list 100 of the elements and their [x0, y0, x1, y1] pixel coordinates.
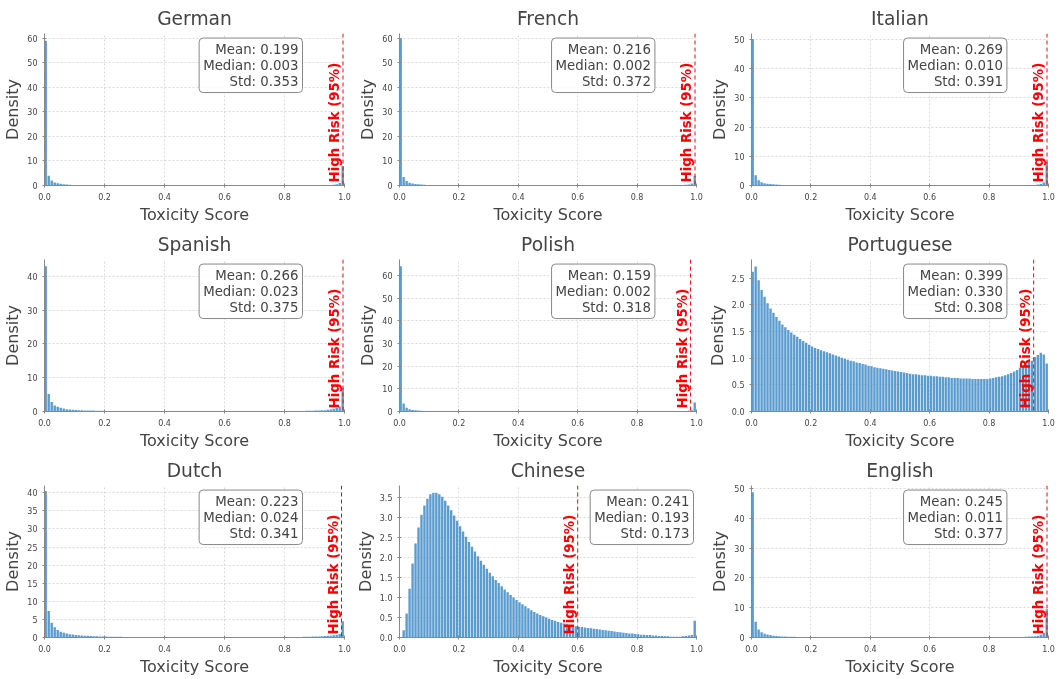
y-tick-label: 10	[734, 152, 745, 162]
x-tick-label: 0.4	[511, 192, 525, 202]
x-tick-label: 0.2	[452, 644, 466, 654]
annotation: Std: 0.318	[581, 299, 651, 315]
y-axis-title: Density	[3, 79, 23, 140]
y-tick-label: 40	[27, 83, 38, 93]
y-tick-label: 0.5	[379, 614, 393, 623]
y-axis-title: Density	[358, 305, 378, 366]
y-tick-label: 30	[27, 108, 38, 118]
annotation: Mean: 0.266	[215, 268, 299, 284]
y-tick-label: 10	[27, 157, 38, 167]
chart-title: English	[866, 459, 934, 481]
x-tick-label: 0.4	[158, 192, 171, 202]
x-tick-label: 0.4	[511, 644, 525, 654]
x-tick-label: 0.4	[863, 644, 877, 654]
annotation: Std: 0.341	[229, 525, 299, 541]
x-tick-label: 0.2	[804, 418, 818, 428]
annotation: Median: 0.002	[555, 57, 651, 73]
y-tick-label: 3.5	[379, 494, 393, 503]
y-tick-label: 0	[387, 408, 393, 417]
y-tick-label: 0	[32, 182, 38, 191]
x-axis-title: Toxicity Score	[138, 204, 250, 224]
y-tick-label: 10	[382, 385, 393, 395]
y-tick-label: 20	[734, 123, 745, 133]
x-axis-title: Toxicity Score	[138, 430, 250, 450]
y-tick-label: 20	[27, 132, 38, 142]
x-tick-label: 0.8	[630, 418, 644, 428]
x-tick-label: 1.0	[338, 418, 351, 428]
y-axis-title: Density	[3, 531, 23, 592]
y-tick-label: 0.0	[379, 634, 393, 643]
x-tick-label: 0.2	[98, 192, 111, 202]
y-tick-label: 60	[382, 34, 393, 44]
x-tick-label: 0.6	[923, 644, 937, 654]
y-tick-label: 30	[734, 94, 745, 104]
y-tick-label: 50	[734, 35, 745, 45]
y-tick-label: 0	[32, 634, 38, 643]
x-tick-label: 0.2	[98, 418, 111, 428]
y-tick-label: 30	[382, 339, 393, 349]
x-tick-label: 0.8	[982, 418, 996, 428]
y-tick-label: 2.5	[731, 274, 745, 284]
x-axis-title: Toxicity Score	[844, 430, 955, 450]
y-tick-label: 35	[27, 507, 38, 517]
ref-line-label: High Risk (95%)	[1031, 62, 1047, 183]
x-tick-label: 0.4	[158, 418, 171, 428]
x-tick-label: 0.6	[571, 644, 585, 654]
x-tick-label: 1.0	[1042, 192, 1055, 202]
y-tick-label: 20	[734, 574, 745, 584]
y-tick-label: 50	[382, 59, 393, 69]
y-tick-label: 40	[27, 272, 38, 282]
x-tick-label: 1.0	[338, 192, 351, 202]
x-tick-label: 0.8	[278, 644, 291, 654]
annotation: Median: 0.193	[594, 509, 690, 525]
annotation: Median: 0.023	[203, 283, 299, 299]
annotation: Median: 0.010	[907, 57, 1003, 73]
x-tick-label: 0.8	[630, 192, 644, 202]
y-axis-title: Density	[710, 531, 730, 592]
y-tick-label: 30	[27, 306, 38, 316]
y-tick-label: 40	[382, 317, 393, 327]
annotation: Std: 0.375	[229, 299, 299, 315]
x-tick-label: 0.6	[923, 418, 937, 428]
x-tick-label: 0.6	[218, 192, 231, 202]
y-tick-label: 25	[27, 543, 38, 553]
ref-line-label: High Risk (95%)	[1031, 514, 1047, 635]
ref-line-label: High Risk (95%)	[325, 514, 341, 635]
x-tick-label: 0.8	[982, 644, 996, 654]
x-axis-title: Toxicity Score	[492, 204, 603, 224]
x-axis-title: Toxicity Score	[844, 204, 955, 224]
y-tick-label: 1.5	[379, 574, 393, 583]
y-tick-label: 30	[734, 544, 745, 554]
y-tick-label: 50	[734, 484, 745, 494]
y-tick-label: 40	[27, 489, 38, 499]
y-tick-label: 50	[27, 59, 38, 69]
annotation: Std: 0.372	[581, 73, 651, 89]
annotation: Median: 0.002	[555, 283, 651, 299]
y-axis-title: Density	[355, 531, 375, 592]
annotation: Std: 0.173	[620, 525, 690, 541]
chart-title: Dutch	[166, 459, 223, 481]
x-tick-label: 1.0	[1042, 644, 1055, 654]
y-tick-label: 20	[27, 561, 38, 571]
y-tick-label: 40	[734, 65, 745, 75]
x-tick-label: 0.2	[804, 644, 818, 654]
ref-line-label: High Risk (95%)	[674, 288, 690, 409]
y-axis-title: Density	[3, 305, 23, 366]
annotation: Mean: 0.399	[919, 268, 1003, 284]
annotation: Mean: 0.241	[606, 494, 690, 510]
chart-title: French	[516, 7, 580, 29]
y-tick-label: 10	[27, 374, 38, 384]
annotation: Mean: 0.245	[919, 494, 1003, 510]
y-tick-label: 2.0	[379, 554, 393, 563]
ref-line-label: High Risk (95%)	[679, 62, 695, 183]
chart-title: German	[157, 7, 232, 29]
x-tick-label: 0.8	[278, 192, 291, 202]
annotation: Std: 0.391	[933, 73, 1003, 89]
annotation: Median: 0.024	[203, 509, 299, 525]
x-tick-label: 0.6	[571, 192, 585, 202]
y-tick-label: 10	[382, 157, 393, 167]
x-tick-label: 0.8	[630, 644, 644, 654]
y-tick-label: 1.0	[731, 354, 745, 364]
annotation: Std: 0.353	[229, 73, 299, 89]
y-tick-label: 1.0	[379, 594, 393, 603]
